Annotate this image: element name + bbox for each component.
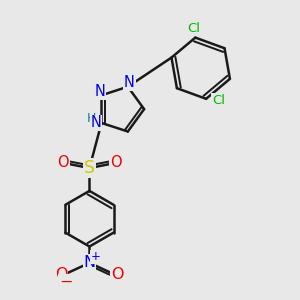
- Text: N: N: [91, 116, 101, 130]
- Text: O: O: [111, 267, 124, 282]
- Text: H: H: [86, 112, 96, 124]
- Text: N: N: [94, 84, 105, 99]
- Text: N: N: [83, 255, 95, 270]
- Text: O: O: [110, 155, 122, 170]
- Text: O: O: [55, 267, 67, 282]
- Text: S: S: [84, 159, 95, 177]
- Text: O: O: [58, 155, 69, 170]
- Text: Cl: Cl: [212, 94, 225, 107]
- Text: −: −: [59, 274, 72, 289]
- Text: +: +: [90, 250, 100, 263]
- Text: N: N: [124, 75, 135, 90]
- Text: Cl: Cl: [187, 22, 200, 35]
